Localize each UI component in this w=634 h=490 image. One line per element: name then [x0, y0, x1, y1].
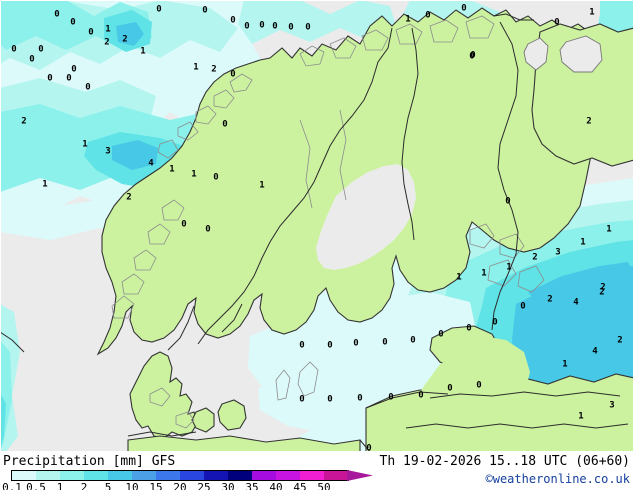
legend-swatch-35: [252, 471, 276, 480]
finland-lake-2: [499, 233, 525, 259]
legend-swatch-20: [180, 471, 204, 480]
sweden-river-1: [299, 119, 313, 209]
finnmark-detail-2: [329, 37, 357, 59]
gotland-island: [297, 361, 319, 397]
land-layer: [0, 7, 634, 452]
border-poland-east: [359, 439, 371, 452]
legend-tick-1: 1: [56, 481, 64, 490]
legend-tick-20: 20: [173, 481, 187, 490]
legend-swatch-45: [300, 471, 324, 480]
border-denmark-germany: [127, 431, 197, 437]
norway-west-fjords2: [121, 273, 145, 295]
legend-scale: 0.1 0.5 1 2 5 10 15 20 25 30 35 40 45 50: [2, 470, 373, 490]
legend-swatch-0.5: [36, 471, 60, 480]
legend-tick-35: 35: [245, 481, 259, 490]
border-estonia-latvia: [429, 391, 621, 399]
finnmark-detail-1: [299, 45, 325, 67]
precip-core-5-lofoten: [112, 140, 158, 170]
legend-swatch-40: [276, 471, 300, 480]
denmark-detail-2: [175, 411, 195, 429]
border-baltic-south: [365, 391, 449, 409]
legend-tick-50: 50: [317, 481, 331, 490]
land-kola-lake: [559, 35, 603, 73]
legend-swatch-50: [324, 471, 348, 480]
border-norway-sweden: [197, 27, 393, 345]
oland-island: [275, 369, 291, 401]
legend-swatch-25: [204, 471, 228, 480]
legend-tick-0.5: 0.5: [26, 481, 46, 490]
lofoten-detail-3: [195, 105, 217, 125]
precip-band-0.5-n-strip: [238, 0, 396, 44]
lofoten-detail-1: [229, 73, 253, 93]
legend-tick-25: 25: [197, 481, 211, 490]
legend-swatches: [11, 470, 349, 481]
legend-tick-0.1: 0.1: [2, 481, 22, 490]
land-kola-inlet: [523, 37, 549, 71]
copyright-notice: ©weatheronline.co.uk: [485, 472, 631, 486]
border-sweden-south: [221, 303, 243, 333]
finnmark-detail-4: [395, 23, 423, 45]
legend-tick-labels: 0.1 0.5 1 2 5 10 15 20 25 30 35 40 45 50: [2, 481, 363, 490]
land-jutland: [129, 351, 199, 439]
precip-core-5-topleft: [116, 22, 144, 46]
land-russia-se-2: [428, 336, 530, 452]
legend-swatch-0.1: [12, 471, 36, 480]
legend-swatch-1: [60, 471, 84, 480]
precip-band-sw-sliver3: [0, 392, 6, 452]
finland-lake-1: [469, 223, 495, 249]
border-finland-russia: [491, 21, 519, 331]
forecast-run-stamp: Th 19-02-2026 15..18 UTC (06+60): [379, 454, 630, 469]
finnmark-detail-3: [361, 29, 389, 51]
finland-lake-4: [517, 265, 545, 293]
borders-layer: [0, 13, 629, 452]
legend-tick-40: 40: [269, 481, 283, 490]
norway-west-fjords4: [147, 223, 171, 245]
legend-tick-5: 5: [104, 481, 112, 490]
legend-tick-30: 30: [221, 481, 235, 490]
lofoten-detail-5: [157, 139, 179, 159]
norway-west-fjords3: [133, 249, 157, 271]
coast-detail-group: [111, 15, 545, 429]
legend-arrow-icon: [347, 470, 373, 481]
border-norway-russia-north: [493, 13, 534, 21]
finnmark-detail-5: [429, 19, 459, 43]
denmark-detail-1: [149, 387, 171, 407]
lofoten-detail-2: [213, 89, 235, 109]
precip-core-5-east-b: [528, 262, 634, 312]
lofoten-detail-4: [177, 121, 199, 141]
norway-west-fjords5: [161, 199, 185, 221]
legend-tick-2: 2: [80, 481, 88, 490]
land-north-germany: [127, 435, 361, 452]
legend-swatch-30: [228, 471, 252, 480]
finland-lake-3: [487, 259, 517, 287]
legend-swatch-2: [84, 471, 108, 480]
map-svg: [0, 0, 634, 452]
finnmark-detail-6: [465, 15, 495, 39]
dry-interior-bothnia: [316, 164, 416, 270]
legend-tick-15: 15: [149, 481, 163, 490]
border-latvia-lithuania: [405, 423, 629, 429]
land-zealand: [217, 399, 247, 431]
legend-tick-10: 10: [125, 481, 139, 490]
precip-band-0.1-baltic-b: [282, 290, 476, 344]
border-sweden-finland: [401, 27, 419, 241]
legend-swatch-10: [132, 471, 156, 480]
norway-west-fjords: [111, 295, 135, 319]
border-denmark-coast-e: [0, 331, 25, 353]
legend-swatch-5: [108, 471, 132, 480]
legend-tick-45: 45: [293, 481, 307, 490]
sweden-river-2: [339, 109, 347, 201]
map-footer: Precipitation [mm] GFS Th 19-02-2026 15.…: [0, 452, 634, 490]
border-norway-se: [167, 305, 195, 351]
legend-title: Precipitation [mm] GFS: [3, 454, 176, 469]
land-kola: [531, 23, 634, 167]
legend-swatch-15: [156, 471, 180, 480]
